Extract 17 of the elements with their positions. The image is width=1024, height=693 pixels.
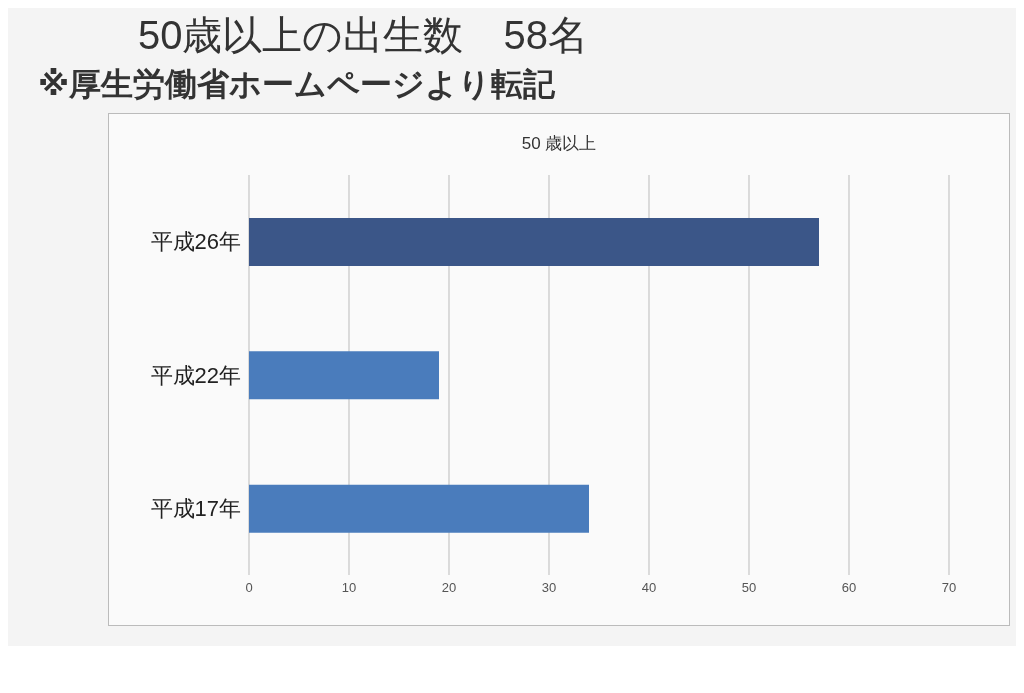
x-tick-label: 40 xyxy=(641,580,657,596)
x-tick-label: 0 xyxy=(245,580,253,596)
bar xyxy=(249,218,819,266)
chart-title: 50歳以上の出生数 58名 xyxy=(137,12,589,59)
x-tick-label: 70 xyxy=(941,580,957,596)
y-tick-label: 平成22年 xyxy=(150,362,241,388)
x-tick-label: 20 xyxy=(441,580,457,596)
x-tick-label: 10 xyxy=(341,580,357,596)
y-tick-label: 平成17年 xyxy=(150,496,241,522)
y-tick-label: 平成26年 xyxy=(150,229,241,255)
x-tick-label: 30 xyxy=(541,580,557,596)
chart-subtitle: ※厚生労働省ホームページより転記 xyxy=(37,65,557,104)
x-tick-label: 60 xyxy=(841,580,857,596)
x-tick-label: 50 xyxy=(741,580,757,596)
bar xyxy=(249,484,589,533)
bar xyxy=(249,351,439,400)
text: 50 歳以上 xyxy=(520,133,598,155)
